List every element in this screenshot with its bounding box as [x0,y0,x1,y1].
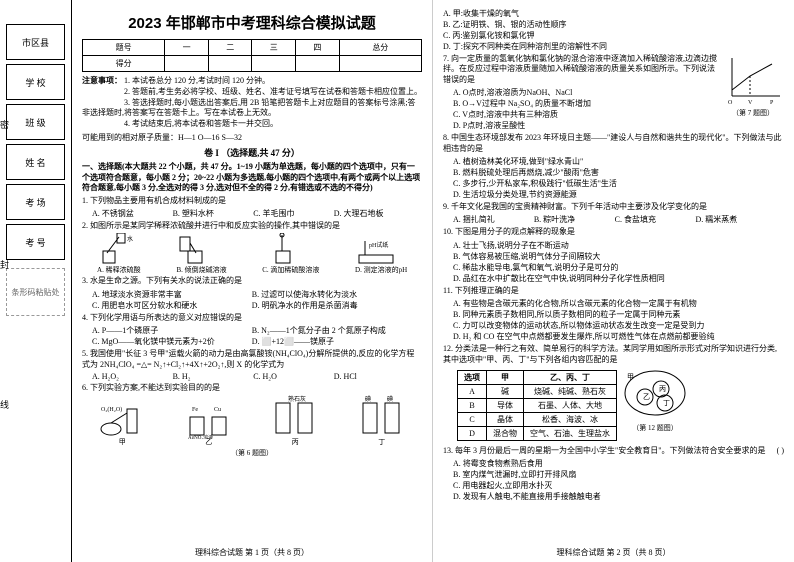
q5-stem: 5. 我国使用"长征 3 号甲"运载火箭的动力是由高氯酸铵(NH₄ClO₄)分解… [82,349,422,370]
section-1-title: 卷 I （选择题,共 47 分） [82,146,422,159]
q8-stem: 8. 中国生态环境部发布 2023 年环境日主题——"建设人与自然和谐共生的现代… [443,133,784,154]
margin-field-school: 学 校 [6,64,65,100]
svg-text:V: V [748,100,753,106]
q4-stem: 4. 下列化学用语与所表达的意义对应错误的是 [82,313,422,323]
q6-stem: 6. 下列实验方案,不能达到实验目的的是 [82,383,422,393]
q6-fig-2: FeCuAgNO₃溶液 乙 [184,395,234,446]
q8-options: A. 植树造林美化环境,做到"绿水青山" B. 燃料脱硫处理后再燃烧,减少"酸雨… [453,156,784,200]
q2-fig-d: pH试纸 D. 测定溶液的pH [355,233,407,274]
q2-stem: 2. 如图所示是某同学稀释浓硫酸并进行中和反应实验的操作,其中错误的是 [82,221,422,231]
svg-text:O: O [728,100,733,106]
q3-options: A. 地球淡水资源非常丰富B. 过滤可以使海水转化为淡水 C. 用肥皂水可区分软… [92,289,422,311]
q11-options: A. 有些物是含碳元素的化合物,所以含碳元素的化合物一定属于有机物 B. 同种元… [453,298,784,342]
margin-field-name: 姓 名 [6,144,65,180]
atomic-mass-note: 可能用到的相对原子质量：H—1 O—16 S—32 [82,133,422,143]
q6-fig-1: O₂(H₂O) 甲 [97,395,147,446]
q13-stem: 13. 每年 3 月份最后一周的星期一为全国中小学生"安全教育日"。下列做法符合… [443,446,784,456]
svg-text:P: P [770,100,774,106]
svg-text:碘: 碘 [365,395,371,403]
svg-text:Fe: Fe [192,407,198,413]
seal-char-xian: 线 [0,400,11,409]
q6-figures: O₂(H₂O) 甲 FeCuAgNO₃溶液 乙 熟石灰 丙 碘碘 丁 [82,395,422,446]
q13-blank: ( ) [777,446,784,456]
exam-title: 2023 年邯郸市中考理科综合模拟试题 [82,12,422,33]
q4-options: A. P——1个磷原子B. N₂——1个氮分子由 2 个氮原子构成 C. MgO… [92,325,422,347]
margin-field-number: 考 号 [6,224,65,260]
footer-page1: 理科综合试题 第 1 页（共 8 页） [72,547,432,558]
q12-row: 选项甲乙、丙、丁 A碱烧碱、纯碱、熟石灰 B导体石墨、人体、大地 C晶体松香、海… [443,367,784,444]
content-area: 2023 年邯郸市中考理科综合模拟试题 题号 一 二 三 四 总分 得分 [72,0,794,562]
svg-text:乙: 乙 [643,393,650,401]
instructions: 注意事项： 1. 本试卷总分 120 分,考试时间 120 分钟。 2. 答题前… [82,76,422,130]
margin-field-room: 考 场 [6,184,65,220]
score-table: 题号 一 二 三 四 总分 得分 [82,39,422,72]
q9-options: A. 捆扎简礼B. 粽叶洗净C. 食盐填充D. 糯米蒸煮 [453,214,784,225]
page-2: A. 甲:收集干燥的氧气 B. 乙:证明铁、铜、银的活动性顺序 C. 丙:鉴别氯… [433,0,794,562]
q13-options: A. 将霉变食物煮熟后食用 B. 室内煤气泄漏时,立即打开排风扇 C. 用电器起… [453,458,784,502]
q1-options: A. 不锈钢盆B. 塑料水杯C. 羊毛围巾D. 大理石地板 [92,208,422,219]
q2-fig-b: B. 倾倒烧碱溶液 [176,233,226,274]
q6r-options: A. 甲:收集干燥的氧气 B. 乙:证明铁、铜、银的活动性顺序 C. 丙:鉴别氯… [443,8,784,52]
binding-margin: 市区县 学 校 密 班 级 姓 名 封 考 场 考 号 线 条形码粘贴处 [0,0,72,562]
margin-field-class: 班 级 [6,104,65,140]
svg-text:O₂(H₂O): O₂(H₂O) [101,406,122,413]
svg-text:碘: 碘 [387,395,393,403]
q12-venn: 甲 乙 丙 丁 （第 12 题图） [623,367,687,433]
q2-fig-a: 水 A. 稀释浓硫酸 [97,233,141,274]
svg-text:丙: 丙 [659,385,666,393]
q6-fig-4: 碘碘 丁 [357,395,407,446]
q11-stem: 11. 下列推理正确的是 [443,286,784,296]
q12-table: 选项甲乙、丙、丁 A碱烧碱、纯碱、熟石灰 B导体石墨、人体、大地 C晶体松香、海… [457,370,617,441]
q10-options: A. 壮士飞扬,说明分子在不断运动 B. 气体容易被压缩,说明气体分子间隔较大 … [453,240,784,284]
svg-text:熟石灰: 熟石灰 [288,395,306,403]
q2-figures: 水 A. 稀释浓硫酸 B. 倾倒烧碱溶液 C. 滴加稀硫酸溶液 pH试纸 D. … [82,233,422,274]
footer-page2: 理科综合试题 第 2 页（共 8 页） [433,547,794,558]
q6-caption: （第 6 题图） [82,448,422,458]
page-wrapper: 市区县 学 校 密 班 级 姓 名 封 考 场 考 号 线 条形码粘贴处 202… [0,0,794,562]
q3-stem: 3. 水是生命之源。下列有关水的说法正确的是 [82,276,422,286]
q5-options: A. H₂O₂B. H₂C. H₂OD. HCl [92,372,422,381]
svg-text:丁: 丁 [663,399,670,407]
q9-stem: 9. 千年文化是我国的宝贵精神财富。下列千年活动中主要涉及化学变化的是 [443,202,784,212]
svg-text:pH试纸: pH试纸 [369,241,388,249]
svg-text:水: 水 [127,235,133,243]
seal-char-mi: 密 [0,120,11,129]
margin-field-district: 市区县 [6,24,65,60]
section-1-explain: 一、选择题(本大题共 22 个小题，共 47 分。1~19 小题为单选题，每小题… [82,162,422,193]
q12-stem: 12. 分类法是一种行之有效、简单易行的科学方法。某同学用如图所示形式对所学知识… [443,344,784,365]
q1-stem: 1. 下列物品主要用有机合成材料制成的是 [82,196,422,206]
q10-stem: 10. 下图是用分子的观点解释的现象是 [443,227,784,237]
page-1: 2023 年邯郸市中考理科综合模拟试题 题号 一 二 三 四 总分 得分 [72,0,433,562]
q6-fig-3: 熟石灰 丙 [270,395,320,446]
barcode-zone: 条形码粘贴处 [6,268,65,316]
svg-text:甲: 甲 [627,373,634,381]
svg-text:Cu: Cu [214,407,221,413]
q7-block: V P O （第 7 题图） 7. 向一定质量的氢氧化钠和氯化钠的混合溶液中逐滴… [443,54,784,131]
q7-options: A. O点时,溶液溶质为NaOH、NaCl B. O→V过程中 Na₂SO₄ 的… [453,87,718,131]
q7-figure: V P O （第 7 题图） [722,54,784,118]
q2-fig-c: C. 滴加稀硫酸溶液 [262,233,319,274]
seal-char-feng: 封 [0,260,11,269]
